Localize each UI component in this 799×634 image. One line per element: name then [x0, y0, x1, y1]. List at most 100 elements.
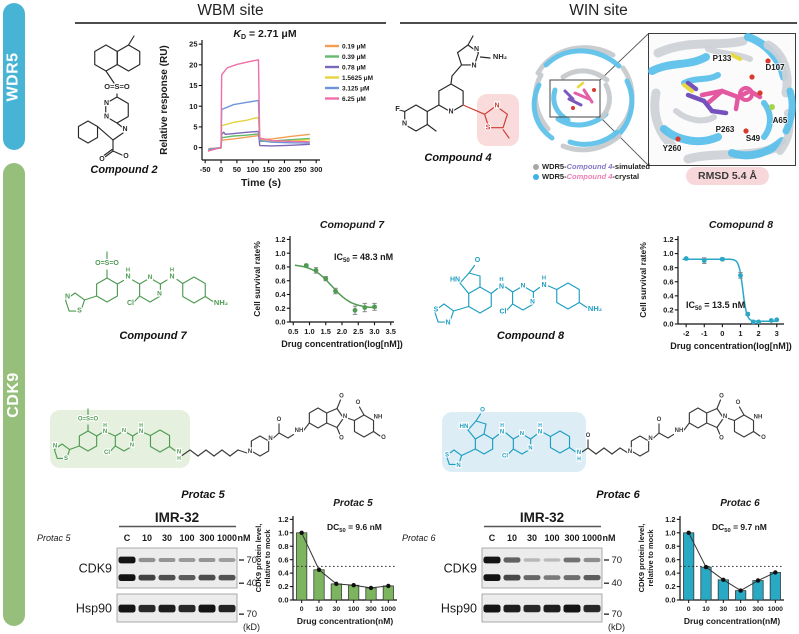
svg-text:CDK9 protein level,: CDK9 protein level,: [637, 524, 646, 593]
binding-site-inset: P133 D107 P263 A65 S49 Y260: [648, 33, 796, 164]
svg-text:IC50 = 48.3 nM: IC50 = 48.3 nM: [334, 252, 393, 264]
svg-text:0.2: 0.2: [665, 582, 675, 591]
svg-text:0.0: 0.0: [663, 320, 673, 329]
svg-text:0.8: 0.8: [665, 542, 675, 551]
svg-text:Time (s): Time (s): [241, 177, 281, 189]
svg-text:H: H: [499, 277, 503, 283]
svg-text:30: 30: [333, 606, 341, 613]
svg-text:10: 10: [189, 102, 197, 111]
svg-text:O: O: [657, 417, 662, 423]
svg-text:6.25 μM: 6.25 μM: [342, 96, 366, 103]
svg-text:N: N: [520, 431, 524, 437]
svg-text:250: 250: [294, 165, 307, 174]
svg-text:1.0: 1.0: [304, 327, 314, 336]
svg-text:30: 30: [162, 533, 172, 543]
svg-text:1.2: 1.2: [663, 235, 673, 244]
svg-text:O: O: [99, 156, 105, 163]
svg-text:100: 100: [246, 165, 259, 174]
svg-text:0.6: 0.6: [665, 555, 675, 564]
svg-text:N: N: [528, 446, 532, 452]
svg-text:N: N: [122, 428, 126, 434]
svg-text:O=S=O: O=S=O: [95, 260, 119, 267]
win-header-rule: [400, 22, 797, 24]
svg-text:Protac 5: Protac 5: [37, 533, 72, 543]
svg-text:0.5: 0.5: [288, 327, 298, 336]
svg-text:N: N: [268, 436, 272, 442]
svg-text:3.125 μM: 3.125 μM: [342, 85, 369, 92]
svg-text:10: 10: [507, 533, 517, 543]
svg-text:N: N: [343, 414, 347, 420]
svg-text:50: 50: [233, 165, 241, 174]
svg-text:40: 40: [247, 578, 258, 589]
svg-text:70: 70: [612, 609, 623, 620]
svg-text:HN: HN: [460, 423, 469, 430]
svg-text:0.0: 0.0: [278, 596, 288, 605]
svg-text:N: N: [723, 414, 727, 420]
compound4-label: Compound 4: [424, 152, 492, 164]
svg-text:O: O: [475, 257, 481, 264]
svg-text:5: 5: [193, 122, 197, 131]
compound4-structure: N N NH₂ N N F N S: [394, 35, 519, 146]
svg-text:H: H: [577, 457, 581, 463]
svg-text:NH₂: NH₂: [588, 304, 602, 313]
svg-text:300: 300: [752, 606, 764, 613]
svg-text:CDK9: CDK9: [79, 562, 112, 576]
svg-text:N: N: [130, 443, 134, 449]
svg-text:NH₂: NH₂: [493, 52, 507, 61]
svg-text:100: 100: [179, 533, 194, 543]
svg-text:Drug concentration(nM): Drug concentration(nM): [297, 616, 393, 626]
svg-text:N: N: [104, 114, 109, 121]
svg-text:100: 100: [544, 533, 559, 543]
svg-text:-2: -2: [683, 329, 690, 338]
svg-text:1.0: 1.0: [278, 528, 288, 537]
svg-text:O: O: [339, 436, 344, 442]
svg-text:30: 30: [527, 533, 537, 543]
svg-text:70: 70: [247, 555, 258, 566]
svg-text:10: 10: [702, 606, 710, 613]
svg-text:0.2: 0.2: [275, 304, 285, 313]
svg-text:100: 100: [735, 606, 747, 613]
svg-text:1.2: 1.2: [275, 235, 285, 244]
spr-sensorgram-chart: -50 0 50 100 150 200 250 300 0 5 10 15 20 25 KD = 2.71…: [159, 28, 373, 189]
svg-text:1: 1: [738, 329, 742, 338]
svg-text:Cell survival rate%: Cell survival rate%: [638, 242, 648, 318]
compound2-label: Compound 2: [90, 164, 158, 176]
svg-text:Relative response (RU): Relative response (RU): [159, 45, 170, 154]
svg-text:O: O: [761, 435, 766, 441]
svg-text:30: 30: [720, 606, 728, 613]
svg-text:S: S: [64, 456, 68, 462]
svg-text:300: 300: [199, 533, 214, 543]
svg-text:10: 10: [142, 533, 152, 543]
wbm-site-header: WBM site: [197, 2, 264, 19]
svg-text:H: H: [177, 456, 181, 462]
svg-text:1.0: 1.0: [663, 249, 673, 258]
svg-text:N: N: [125, 274, 130, 281]
wbm-header-rule: [75, 22, 386, 24]
svg-text:0: 0: [720, 329, 724, 338]
svg-text:0.4: 0.4: [275, 290, 286, 299]
svg-text:0.19 μM: 0.19 μM: [342, 43, 366, 50]
svg-text:D107: D107: [765, 63, 785, 72]
svg-text:Protac 6: Protac 6: [402, 533, 436, 543]
svg-text:N: N: [53, 444, 57, 450]
svg-text:NH: NH: [295, 428, 304, 434]
sidebar-cdk9-label: CDK9: [5, 371, 22, 418]
svg-text:H: H: [500, 423, 504, 429]
svg-text:O=S=O: O=S=O: [78, 417, 99, 423]
compound7-label: Compound 7: [119, 330, 187, 342]
svg-text:N: N: [122, 126, 127, 133]
svg-text:NH₂: NH₂: [214, 298, 228, 307]
svg-text:F: F: [395, 104, 400, 113]
svg-text:N: N: [628, 449, 632, 455]
svg-text:nM: nM: [603, 533, 616, 543]
compound8-label: Compound 8: [496, 330, 565, 342]
svg-text:100: 100: [348, 606, 360, 613]
svg-text:0.8: 0.8: [275, 263, 285, 272]
svg-text:150: 150: [262, 165, 275, 174]
svg-text:N: N: [456, 463, 460, 469]
